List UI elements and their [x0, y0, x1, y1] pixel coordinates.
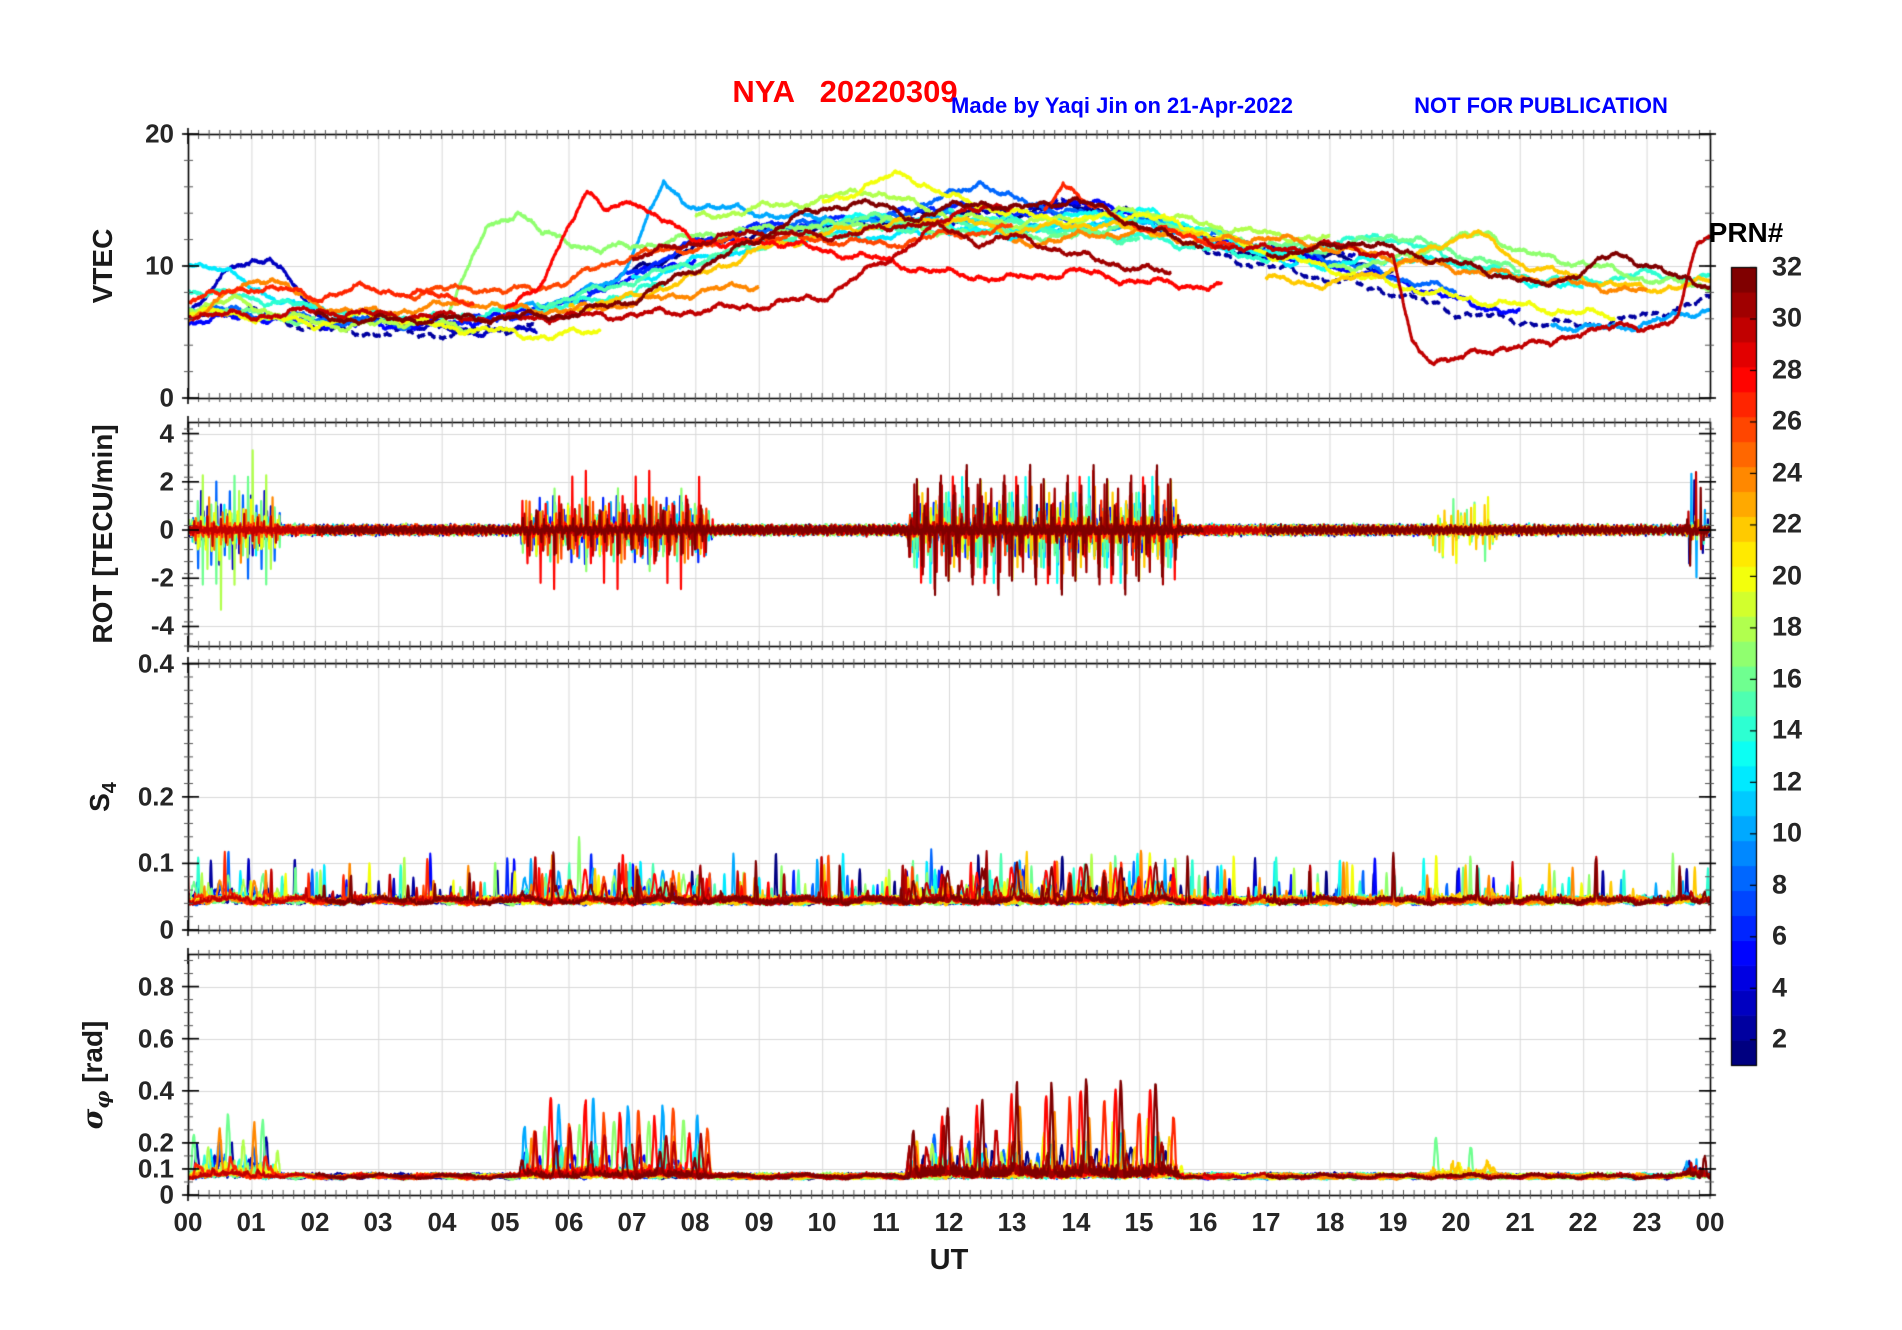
- colorbar-tick-label: 22: [1772, 508, 1803, 539]
- x-tick-label: 23: [1632, 1207, 1662, 1237]
- colorbar-tick-label: 6: [1772, 920, 1788, 951]
- y-tick-label-s4: 0.1: [137, 847, 174, 878]
- colorbar-tick-label: 30: [1772, 302, 1803, 333]
- y-tick-label-sigma: 0.1: [137, 1153, 174, 1184]
- y-tick-label-rot: -2: [150, 562, 174, 593]
- x-tick-label: 04: [427, 1207, 457, 1237]
- colorbar-tick-label: 28: [1772, 354, 1803, 385]
- x-tick-label: 02: [300, 1207, 330, 1237]
- y-tick-label-vtec: 0: [159, 382, 174, 413]
- y-tick-label-sigma: 0.6: [137, 1023, 174, 1054]
- y-tick-label-s4: 0.2: [137, 781, 174, 812]
- x-tick-label: 12: [934, 1207, 964, 1237]
- x-tick-label: 09: [744, 1207, 774, 1237]
- x-tick-label: 08: [680, 1207, 710, 1237]
- y-tick-label-s4: 0.4: [137, 648, 174, 679]
- colorbar-tick-label: 14: [1772, 714, 1803, 745]
- y-tick-label-s4: 0: [159, 914, 174, 945]
- chart-title: NYA 20220309: [732, 74, 958, 109]
- x-tick-label: 07: [617, 1207, 647, 1237]
- y-tick-label-rot: -4: [150, 610, 174, 641]
- x-tick-label: 10: [807, 1207, 837, 1237]
- colorbar-tick-label: 10: [1772, 817, 1803, 848]
- xlabel-ut: UT: [929, 1244, 969, 1276]
- colorbar-tick-label: 24: [1772, 457, 1803, 488]
- y-tick-label-vtec: 10: [145, 250, 174, 281]
- x-tick-label: 05: [490, 1207, 520, 1237]
- x-tick-label: 18: [1315, 1207, 1345, 1237]
- colorbar-tick-label: 12: [1772, 766, 1803, 797]
- colorbar-tick-label: 16: [1772, 663, 1803, 694]
- x-tick-label: 20: [1441, 1207, 1471, 1237]
- y-tick-label-rot: 2: [159, 466, 174, 497]
- colorbar-tick-label: 32: [1772, 251, 1803, 282]
- colorbar-tick-label: 20: [1772, 560, 1803, 591]
- x-tick-label: 16: [1188, 1207, 1218, 1237]
- x-tick-label: 00: [1695, 1207, 1725, 1237]
- x-tick-label: 06: [554, 1207, 584, 1237]
- colorbar-tick-label: 26: [1772, 405, 1803, 436]
- y-tick-label-rot: 0: [159, 514, 174, 545]
- y-tick-label-sigma: 0.8: [137, 971, 174, 1002]
- credit-watermark: Made by Yaqi Jin on 21-Apr-2022: [951, 93, 1293, 118]
- x-tick-label: 00: [173, 1207, 203, 1237]
- colorbar-tick-label: 4: [1772, 972, 1788, 1003]
- x-tick-label: 17: [1251, 1207, 1281, 1237]
- colorbar-tick-label: 2: [1772, 1023, 1788, 1054]
- y-tick-label-rot: 4: [159, 418, 174, 449]
- x-tick-label: 03: [363, 1207, 393, 1237]
- y-tick-label-sigma: 0: [159, 1179, 174, 1210]
- y-tick-label-sigma: 0.4: [137, 1075, 174, 1106]
- x-tick-label: 15: [1124, 1207, 1154, 1237]
- not-for-publication-watermark: NOT FOR PUBLICATION: [1414, 93, 1668, 118]
- y-tick-label-sigma: 0.2: [137, 1127, 174, 1158]
- y-tick-label-vtec: 20: [145, 118, 174, 149]
- x-tick-label: 19: [1378, 1207, 1408, 1237]
- x-tick-label: 22: [1568, 1207, 1598, 1237]
- x-tick-label: 21: [1505, 1207, 1535, 1237]
- x-tick-label: 11: [872, 1207, 900, 1237]
- colorbar-tick-label: 18: [1772, 611, 1803, 642]
- x-tick-label: 01: [236, 1207, 266, 1237]
- x-tick-label: 13: [997, 1207, 1027, 1237]
- colorbar-title: PRN#: [1708, 217, 1784, 248]
- colorbar-tick-label: 8: [1772, 869, 1788, 900]
- x-tick-label: 14: [1061, 1207, 1091, 1237]
